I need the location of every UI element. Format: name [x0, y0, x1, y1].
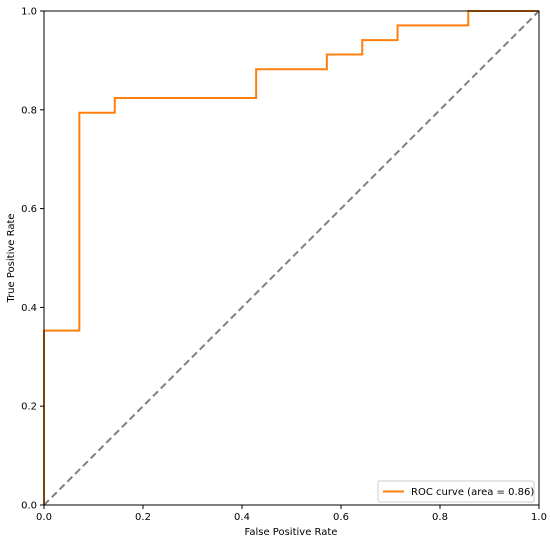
y-tick-label: 0.0	[21, 501, 37, 512]
x-tick-label: 0.4	[234, 512, 250, 523]
plot-frame	[43, 10, 540, 506]
plot-area	[43, 10, 540, 506]
x-tick-label: 0.0	[36, 512, 52, 523]
y-tick-label: 1.0	[21, 7, 37, 18]
x-tick-label: 0.2	[135, 512, 151, 523]
y-tick-label: 0.2	[21, 402, 37, 413]
legend: ROC curve (area = 0.86)	[377, 480, 535, 503]
chance-diagonal-line	[43, 10, 540, 506]
x-tick-label: 0.6	[333, 512, 349, 523]
x-axis-label: False Positive Rate	[245, 527, 338, 538]
axis-ticks: 0.0 0.2 0.4 0.6 0.8 1.0 0.0 0.2 0.4 0.6 0.8 1.0	[21, 7, 547, 524]
y-tick-label: 0.8	[21, 105, 37, 116]
y-axis-label: True Positive Rate	[6, 213, 17, 303]
legend-label: ROC curve (area = 0.86)	[411, 487, 534, 498]
x-tick-label: 0.8	[432, 512, 448, 523]
y-tick-label: 0.6	[21, 204, 37, 215]
roc-curve-line	[43, 10, 539, 505]
y-tick-label: 0.4	[21, 303, 37, 314]
legend-box	[377, 480, 535, 503]
x-tick-label: 1.0	[531, 512, 547, 523]
